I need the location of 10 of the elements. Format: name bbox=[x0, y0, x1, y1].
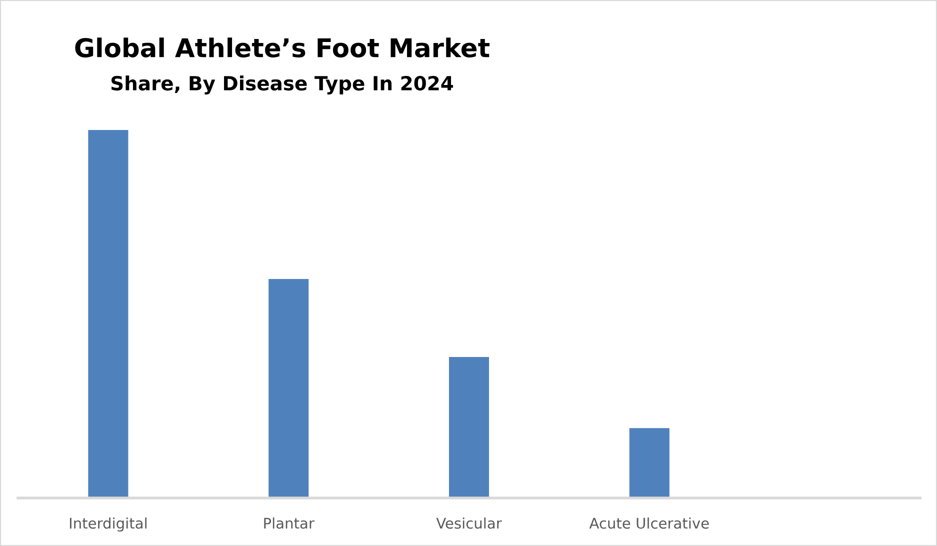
bar bbox=[448, 357, 490, 498]
x-tick-label: Interdigital bbox=[70, 517, 146, 532]
chart-subtitle: Share, By Disease Type In 2024 bbox=[111, 76, 454, 94]
bar bbox=[88, 130, 128, 498]
x-tick-label: Acute Ulcerative bbox=[589, 517, 709, 529]
x-tick-label: Plantar bbox=[264, 517, 314, 529]
bar bbox=[268, 279, 309, 498]
x-tick-label: Vesicular bbox=[436, 517, 502, 529]
bar bbox=[629, 428, 670, 498]
chart-title: Global Athlete’s Foot Market bbox=[75, 38, 490, 58]
